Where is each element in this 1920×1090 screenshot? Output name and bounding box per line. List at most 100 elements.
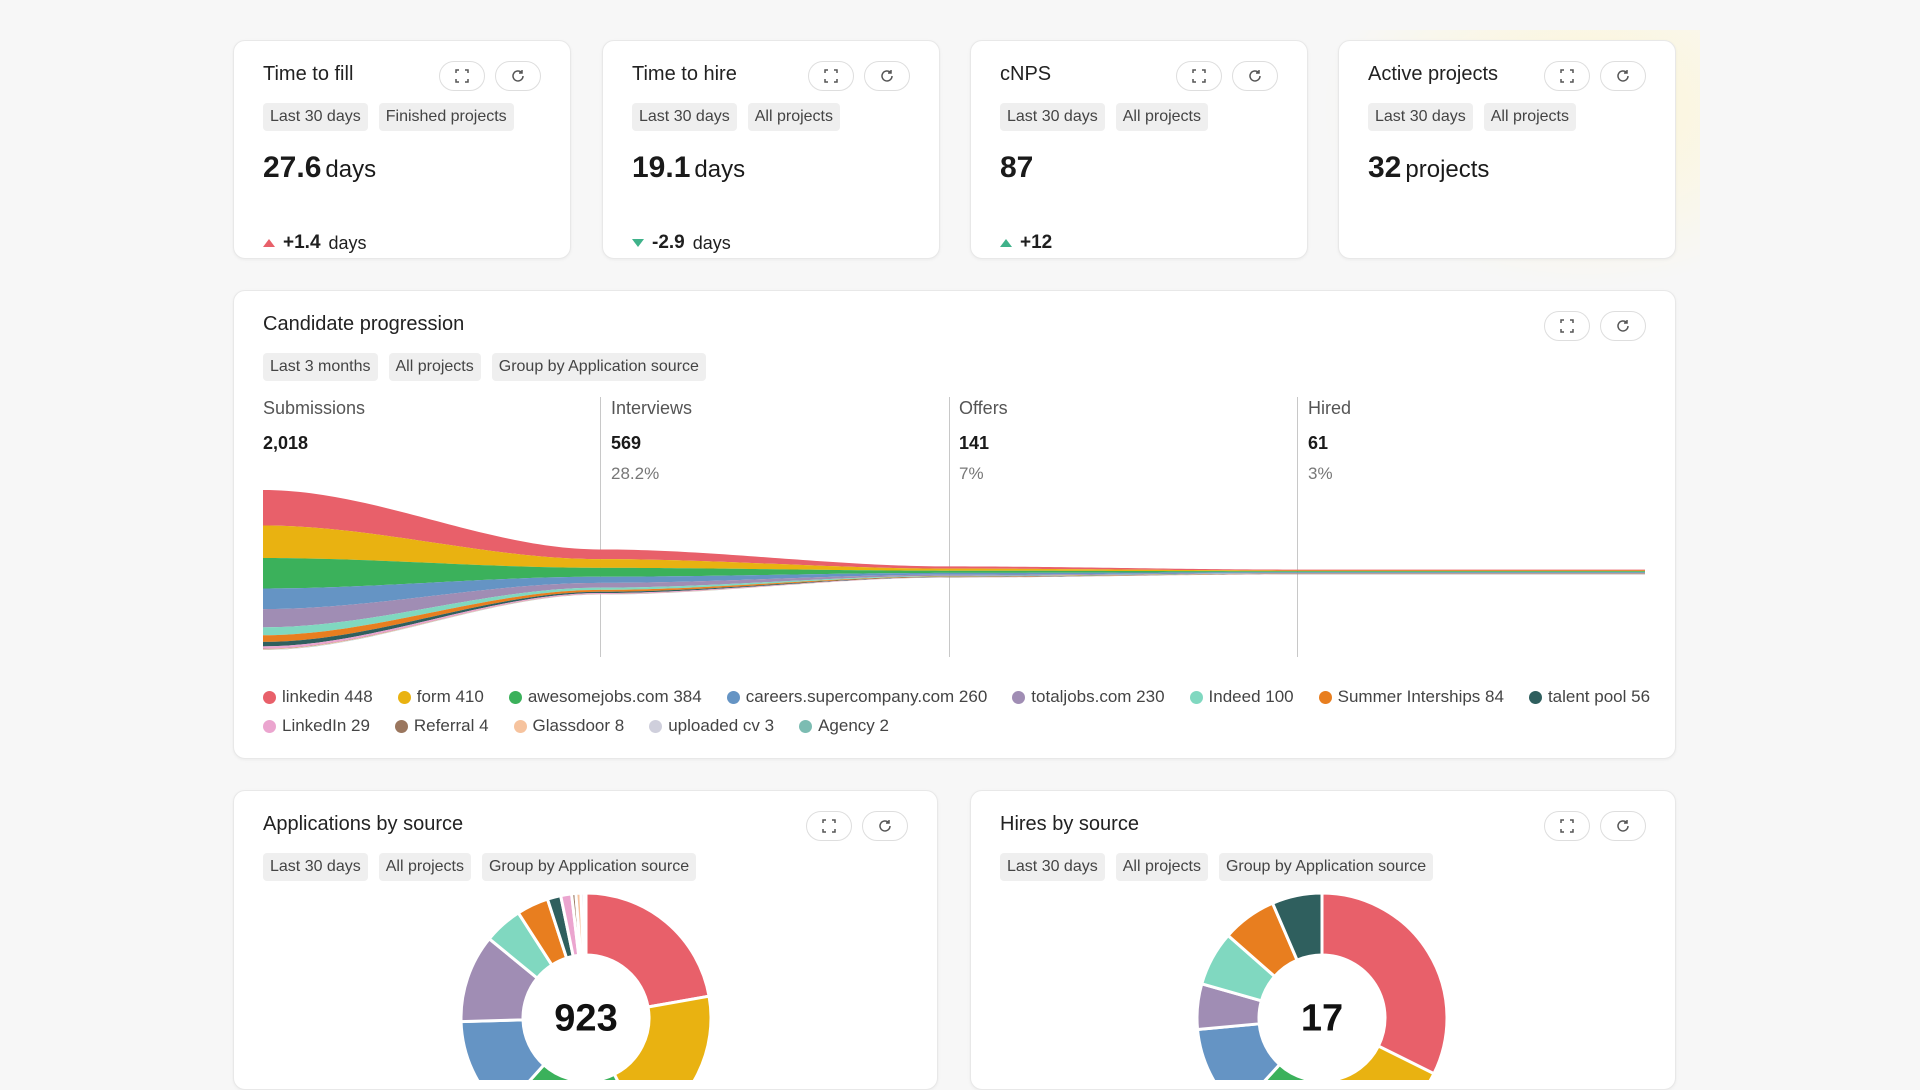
donut-slice-careers-supercompany-com[interactable] xyxy=(1195,1022,1282,1080)
kpi-value: 27.6 days xyxy=(263,151,376,185)
filter-tag[interactable]: Last 30 days xyxy=(1000,103,1105,131)
kpi-card-time-to-fill: Time to fill Last 30 days Finished proje… xyxy=(233,40,571,259)
card-title: Applications by source xyxy=(263,813,464,835)
stage-name: Submissions xyxy=(263,398,366,418)
filter-tag[interactable]: All projects xyxy=(1115,853,1208,881)
kpi-unit: days xyxy=(325,156,377,183)
legend-item[interactable]: uploaded cv 3 xyxy=(649,716,774,736)
legend-swatch xyxy=(394,719,408,733)
legend-item[interactable]: form 410 xyxy=(397,687,484,707)
trend-up-icon xyxy=(263,239,275,247)
filter-tag[interactable]: Last 30 days xyxy=(632,103,737,131)
kpi-value: 32 projects xyxy=(1368,151,1489,185)
legend-swatch xyxy=(1318,690,1332,704)
kpi-delta: +12 xyxy=(1000,232,1052,254)
filter-tag[interactable]: All projects xyxy=(378,853,471,881)
legend-label: Summer Interships 84 xyxy=(1337,687,1504,706)
filter-tag[interactable]: All projects xyxy=(1483,103,1576,131)
filter-tag[interactable]: Last 30 days xyxy=(1000,853,1105,881)
expand-button[interactable] xyxy=(1176,61,1222,91)
donut-slice-form[interactable] xyxy=(1331,1044,1436,1080)
stage-name: Interviews xyxy=(611,398,693,418)
refresh-icon xyxy=(512,70,524,82)
delta-value: -2.9 xyxy=(652,232,685,253)
legend-item[interactable]: Agency 2 xyxy=(799,716,889,736)
filter-tag[interactable]: Group by Application source xyxy=(481,853,697,881)
legend-item[interactable]: awesomejobs.com 384 xyxy=(508,687,702,707)
stream-band-talent-pool[interactable] xyxy=(263,573,1645,647)
filter-tag[interactable]: Last 30 days xyxy=(1368,103,1473,131)
stream-band-linkedin[interactable] xyxy=(263,490,1645,571)
expand-icon xyxy=(1560,69,1574,83)
legend-swatch xyxy=(1189,690,1203,704)
card-title: Active projects xyxy=(1368,63,1499,85)
legend-item[interactable]: Referral 4 xyxy=(394,716,489,736)
donut-slice-agency[interactable] xyxy=(582,893,588,957)
legend-item[interactable]: totaljobs.com 230 xyxy=(1012,687,1165,707)
stream-band-totaljobs-com[interactable] xyxy=(263,572,1645,628)
hires-by-source-card: Hires by source Last 30 days All project… xyxy=(970,790,1676,1090)
stream-band-careers-supercompany-com[interactable] xyxy=(263,572,1645,610)
expand-button[interactable] xyxy=(1544,61,1590,91)
filter-tag[interactable]: Last 3 months xyxy=(263,353,378,381)
legend-item[interactable]: LinkedIn 29 xyxy=(263,716,370,736)
filter-tag[interactable]: All projects xyxy=(747,103,840,131)
filter-tag[interactable]: Group by Application source xyxy=(1218,853,1434,881)
donut-slice-awesomejobs-com[interactable] xyxy=(502,1062,642,1080)
trend-up-icon xyxy=(1000,239,1012,247)
donut-slice-linkedin[interactable] xyxy=(584,893,711,1009)
stage-divider xyxy=(1297,397,1298,657)
refresh-icon xyxy=(1249,70,1261,82)
donut-slice-careers-supercompany-com[interactable] xyxy=(459,1018,547,1080)
card-actions xyxy=(1544,811,1646,841)
filter-tag[interactable]: Last 30 days xyxy=(263,103,368,131)
progression-legend: linkedin 448 form 410 awesomejobs.com 384 c… xyxy=(263,687,1683,745)
refresh-button[interactable] xyxy=(495,61,541,91)
legend-item[interactable]: careers.supercompany.com 260 xyxy=(726,687,987,707)
filter-tag[interactable]: Group by Application source xyxy=(491,353,706,381)
card-actions xyxy=(1544,61,1646,91)
legend-item[interactable]: talent pool 56 xyxy=(1528,687,1650,707)
legend-row: linkedin 448 form 410 awesomejobs.com 384 c… xyxy=(263,687,1683,707)
filter-tag[interactable]: All projects xyxy=(388,353,481,381)
stage-percent: 3% xyxy=(1308,464,1333,483)
filter-tag[interactable]: Finished projects xyxy=(378,103,514,131)
donut-slice-talent-pool[interactable] xyxy=(1270,893,1324,963)
filter-tag[interactable]: All projects xyxy=(1115,103,1208,131)
legend-item[interactable]: Summer Interships 84 xyxy=(1318,687,1504,707)
legend-item[interactable]: linkedin 448 xyxy=(263,687,373,707)
expand-button[interactable] xyxy=(808,61,854,91)
donut-slice-form[interactable] xyxy=(612,994,713,1080)
refresh-button[interactable] xyxy=(1600,61,1646,91)
expand-icon xyxy=(822,819,836,833)
legend-swatch xyxy=(1528,690,1542,704)
stage-submissions: Submissions 2,018 xyxy=(263,398,365,454)
legend-item[interactable]: Glassdoor 8 xyxy=(513,716,624,736)
refresh-button[interactable] xyxy=(1600,811,1646,841)
donut-total: 17 xyxy=(1300,997,1344,1040)
refresh-button[interactable] xyxy=(1232,61,1278,91)
refresh-button[interactable] xyxy=(1600,311,1646,341)
expand-button[interactable] xyxy=(1544,311,1590,341)
expand-button[interactable] xyxy=(1544,811,1590,841)
kpi-card-time-to-hire: Time to hire Last 30 days All projects 1… xyxy=(602,40,940,259)
stream-band-indeed[interactable] xyxy=(263,573,1645,636)
expand-icon xyxy=(1560,819,1574,833)
stage-offers: Offers 141 7% xyxy=(959,398,1008,484)
expand-button[interactable] xyxy=(806,811,852,841)
stage-name: Hired xyxy=(1308,398,1352,418)
donut-slice-awesomejobs-com[interactable] xyxy=(1238,1062,1345,1080)
stream-band-form[interactable] xyxy=(263,525,1645,572)
legend-swatch xyxy=(726,690,740,704)
stream-band-summer-interships[interactable] xyxy=(263,573,1645,642)
stream-band-awesomejobs-com[interactable] xyxy=(263,558,1645,589)
donut-slice-linkedin[interactable] xyxy=(1320,893,1449,1076)
kpi-number: 27.6 xyxy=(263,151,322,184)
legend-item[interactable]: Indeed 100 xyxy=(1189,687,1294,707)
refresh-button[interactable] xyxy=(862,811,908,841)
stage-percent: 7% xyxy=(959,464,984,483)
kpi-value: 87 xyxy=(1000,151,1033,185)
filter-tag[interactable]: Last 30 days xyxy=(263,853,368,881)
expand-button[interactable] xyxy=(439,61,485,91)
refresh-button[interactable] xyxy=(864,61,910,91)
